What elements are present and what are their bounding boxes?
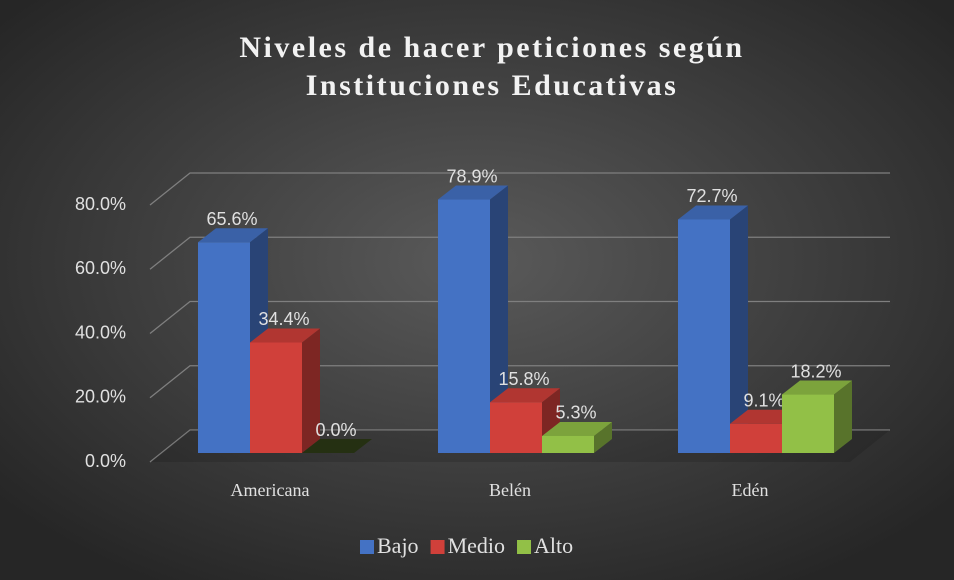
bar-top — [782, 380, 852, 395]
data-label: 78.9% — [446, 166, 497, 186]
bar — [438, 185, 508, 453]
chart-title: Instituciones Educativas — [306, 69, 679, 102]
bar-top — [302, 439, 372, 453]
bar-front — [250, 342, 302, 453]
legend-label: Alto — [534, 533, 573, 558]
bar-front — [198, 242, 250, 453]
y-tick-label: 60.0% — [75, 258, 126, 278]
bar-front — [730, 423, 782, 453]
x-tick-label: Belén — [489, 480, 531, 500]
data-label: 65.6% — [206, 209, 257, 229]
legend-swatch — [360, 540, 374, 554]
data-label: 9.1% — [743, 391, 784, 411]
bar-side — [302, 328, 320, 453]
grid-line — [149, 172, 890, 206]
bar-front — [678, 219, 730, 453]
data-label: 18.2% — [790, 361, 841, 381]
grid-line — [149, 236, 890, 270]
bar-top — [678, 205, 748, 220]
grid-line — [149, 429, 890, 463]
x-tick-label: Edén — [732, 480, 769, 500]
legend-swatch — [517, 540, 532, 554]
y-tick-label: 0.0% — [85, 451, 126, 471]
data-label: 34.4% — [258, 309, 309, 329]
bar-side — [834, 380, 852, 453]
bar-top — [198, 228, 268, 243]
grid-line — [149, 365, 890, 399]
y-tick-label: 40.0% — [75, 322, 126, 342]
bar — [542, 421, 612, 453]
x-tick-label: Americana — [231, 480, 310, 500]
grid-line — [149, 300, 890, 335]
legend-swatch — [430, 540, 445, 554]
data-label: 0.0% — [315, 420, 356, 440]
bar-top — [250, 328, 320, 343]
bar-top — [438, 185, 508, 200]
chart-title: Niveles de hacer peticiones según — [239, 31, 744, 64]
data-label: 15.8% — [498, 369, 549, 389]
bar — [250, 328, 320, 453]
bar — [782, 380, 852, 453]
bar-front — [542, 435, 594, 453]
bar-side — [730, 205, 748, 453]
data-label: 72.7% — [686, 186, 737, 206]
bar-front — [782, 394, 834, 453]
data-label: 5.3% — [555, 403, 596, 423]
y-tick-label: 20.0% — [75, 387, 126, 407]
legend-label: Medio — [448, 533, 505, 558]
bar-front — [490, 402, 542, 453]
y-tick-label: 80.0% — [75, 194, 126, 214]
bar-top — [490, 388, 560, 403]
bar-side — [490, 185, 508, 453]
bar — [302, 439, 372, 453]
bar-front — [438, 199, 490, 453]
bar — [678, 205, 748, 453]
bar-side — [594, 421, 612, 453]
legend-label: Bajo — [377, 533, 419, 558]
bar-top — [542, 421, 612, 436]
